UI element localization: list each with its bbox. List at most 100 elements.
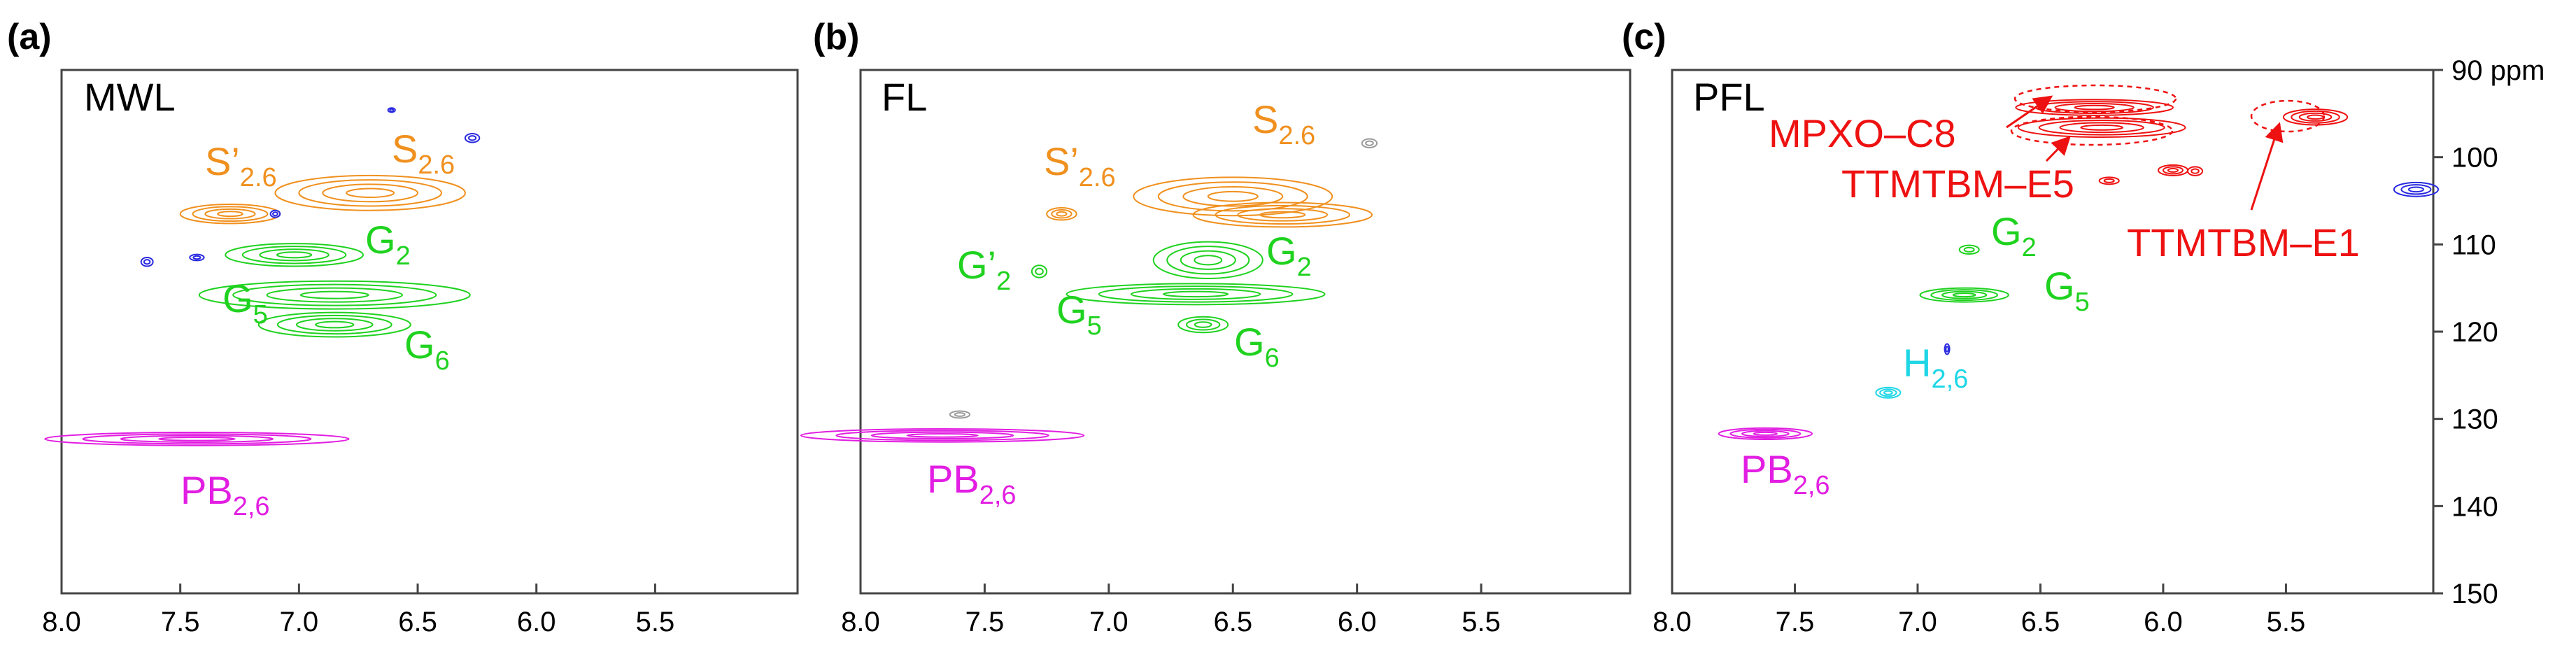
contour-line: [2167, 167, 2179, 173]
x-axis: 8.0 7.5 7.0 6.5 6.0 5.5: [42, 584, 674, 637]
peak-red-3: [2098, 176, 2120, 185]
label-g5: G5: [2044, 264, 2090, 317]
contour-line: [954, 411, 966, 417]
contour-line: [217, 211, 243, 218]
contour-line: [192, 255, 201, 260]
x-tick-label: 8.0: [42, 607, 81, 637]
contour-line: [143, 259, 151, 265]
label-g6: G6: [404, 323, 450, 376]
y-tick-label: 110: [2451, 229, 2496, 260]
contour-line: [2098, 176, 2120, 185]
peak-g6: [1177, 316, 1229, 334]
label-g-prime-2: G’2: [957, 243, 1011, 296]
peak-g2: [225, 243, 364, 267]
contour-line: [1157, 181, 1308, 212]
label-pb-2-6: PB2,6: [927, 457, 1017, 510]
contour-line: [1186, 318, 1221, 331]
x-tick-label: 7.5: [965, 607, 1005, 637]
label-g5: G5: [1056, 288, 1102, 341]
contour-line: [1361, 138, 1378, 148]
x-tick-label: 8.0: [1653, 607, 1692, 637]
contour-line: [1958, 244, 1980, 255]
peak-red-1: [2157, 164, 2189, 176]
x-tick-label: 7.0: [1089, 607, 1128, 637]
contour-line: [1046, 206, 1077, 221]
contour-line: [1133, 176, 1333, 217]
contour-line: [464, 133, 481, 143]
x-tick-label: 5.5: [2267, 607, 2306, 637]
contour-line: [1952, 292, 1976, 298]
contour-line: [204, 208, 256, 220]
x-tick-label: 6.0: [517, 607, 556, 637]
contour-line: [387, 107, 396, 113]
x-tick-label: 5.5: [636, 607, 675, 637]
contour-line: [2407, 186, 2424, 193]
contour-line: [949, 410, 971, 419]
peak-grey-2: [1361, 138, 1378, 148]
contour-line: [1098, 285, 1294, 303]
x-axis: 8.0 7.5 7.0 6.5 6.0 5.5: [1653, 584, 2305, 637]
contour-line: [257, 311, 411, 338]
contour-line: [1166, 246, 1250, 275]
peak-ttmtbm-e1: [2282, 108, 2349, 126]
contour-line: [1152, 241, 1264, 279]
panel-fl: (b) FL S’2.6 S2.6 G’2 G2 G5 G6 PB2,6 8.0…: [800, 17, 1632, 637]
peak-s-2-6: [179, 203, 281, 225]
contour-line: [198, 280, 471, 310]
contour-line: [1130, 288, 1261, 300]
label-g6: G6: [1234, 320, 1280, 373]
contour-line: [276, 314, 392, 335]
sample-name: FL: [882, 75, 927, 119]
contour-line: [389, 108, 395, 112]
contour-line: [2074, 104, 2115, 111]
contour-line: [2291, 110, 2340, 124]
y-tick-label: 90 ppm: [2451, 55, 2545, 86]
contour-line: [1718, 427, 1813, 440]
contour-line: [1944, 343, 1951, 355]
contour-line: [467, 135, 477, 141]
contour-line: [2400, 184, 2432, 195]
contour-line: [276, 251, 313, 259]
contour-line: [1941, 290, 1988, 299]
x-tick-label: 6.5: [1213, 607, 1252, 637]
peak-s2-6: [274, 174, 466, 211]
peak-s-2-6: [1046, 206, 1077, 221]
contour-line: [299, 290, 369, 299]
contour-line: [1194, 255, 1223, 266]
peak-pb2-6: [1718, 427, 1813, 440]
label-g5: G5: [222, 276, 268, 330]
label-g2: G2: [365, 218, 411, 271]
label-pb-2-6: PB2,6: [181, 468, 270, 521]
peak-g-2: [1031, 264, 1048, 278]
contour-line: [2282, 108, 2349, 126]
contour-line: [1919, 287, 2009, 303]
peak-blue-1: [2393, 181, 2440, 197]
contour-line: [1192, 202, 1373, 228]
y-tick-label: 140: [2451, 491, 2498, 522]
peak-pb2-6: [800, 428, 1085, 443]
arrow-ttmtbm-e1: [2250, 122, 2284, 211]
peak-blue-4: [464, 133, 481, 143]
contour-line: [1930, 289, 1999, 302]
contour-line: [322, 183, 419, 203]
panel-letter: (b): [813, 17, 859, 57]
y-tick-label: 130: [2451, 404, 2498, 435]
label-pb-2-6: PB2,6: [1741, 447, 1830, 500]
contour-line: [800, 428, 1085, 443]
label-g2: G2: [1991, 209, 2037, 262]
contour-line: [120, 435, 274, 444]
y-tick-label: 150: [2451, 579, 2498, 609]
contour-line: [269, 209, 281, 218]
contour-line: [2080, 124, 2124, 131]
contour-line: [44, 431, 350, 446]
contour-line: [272, 211, 278, 217]
sample-name: MWL: [84, 75, 176, 119]
peak-g6: [257, 311, 411, 338]
peak-mpxo-c8: [2015, 99, 2174, 116]
peak-h2-6: [1875, 386, 1902, 399]
contour-line: [241, 246, 347, 264]
contour-line: [1945, 346, 1949, 353]
contour-line: [1365, 140, 1374, 146]
contour-line: [1753, 431, 1778, 436]
